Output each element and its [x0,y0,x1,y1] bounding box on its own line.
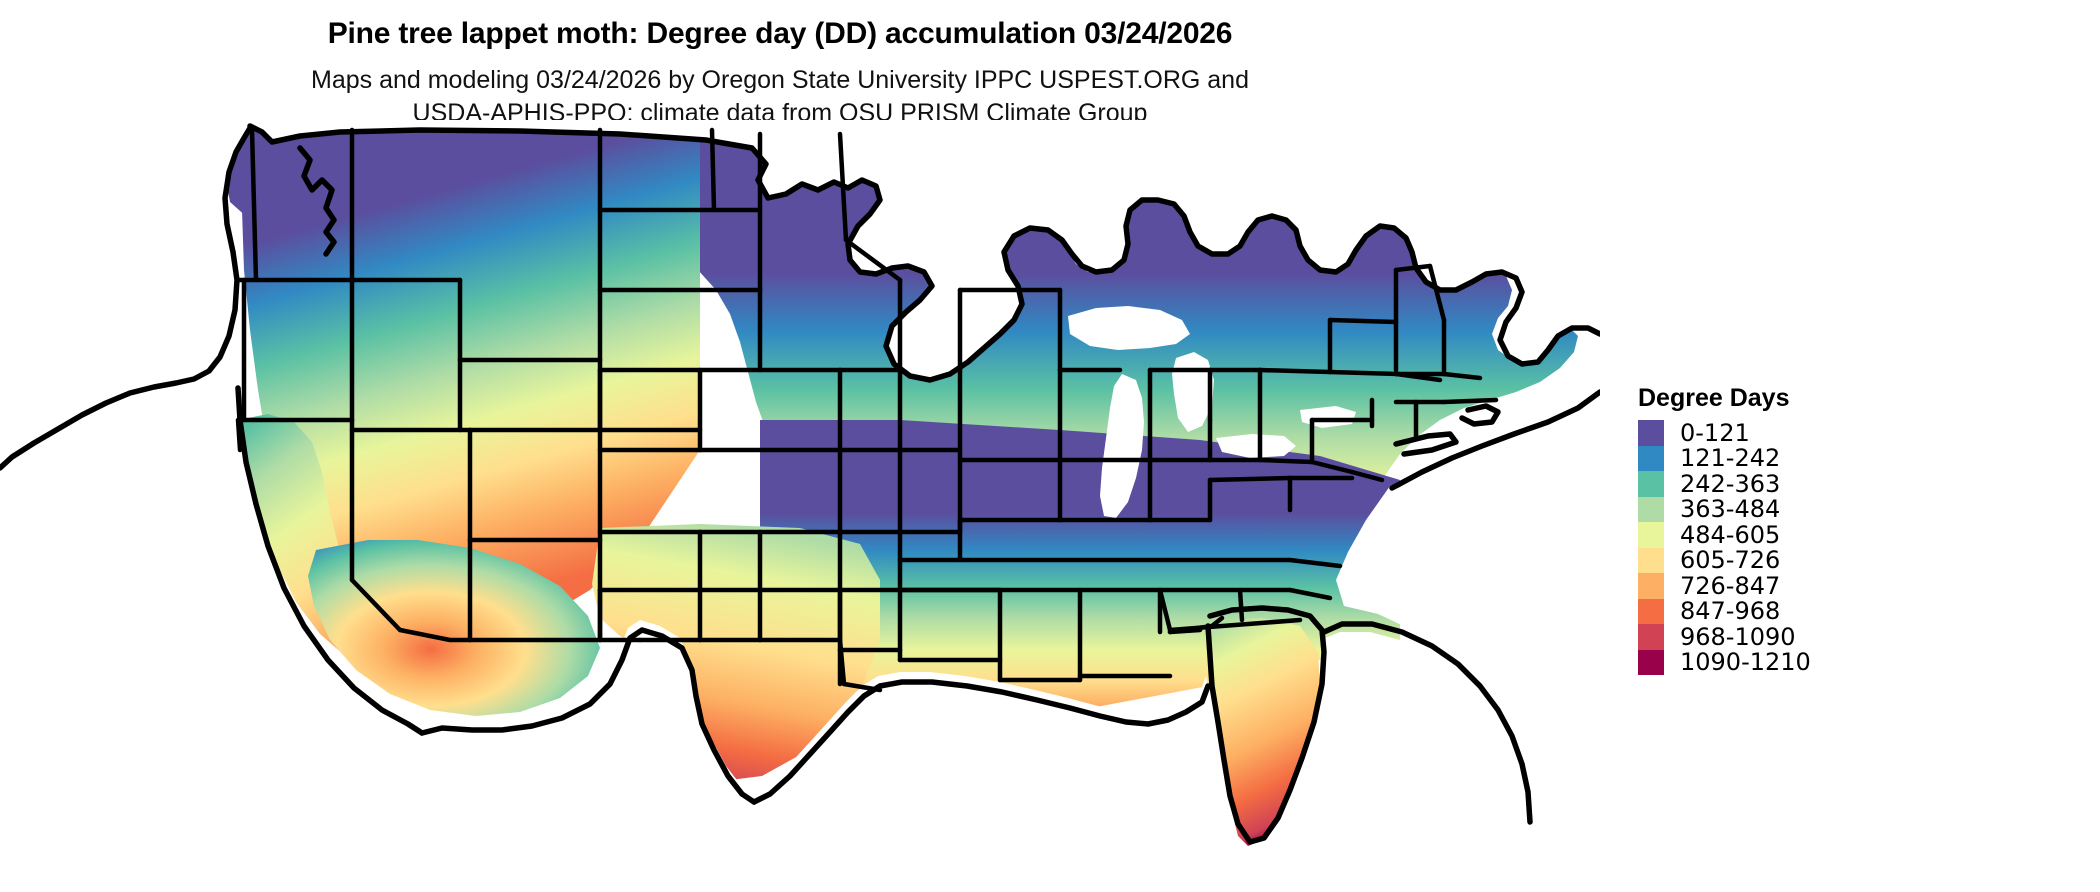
outside-mask [0,120,1600,892]
legend-swatch [1638,496,1664,522]
legend-rows: 0-121 121-242 242-363 363-484 484-605 605-726… [1638,420,1811,675]
legend-label: 726-847 [1680,571,1781,600]
legend-item: 1090-1210 [1638,648,1811,677]
legend-label: 605-726 [1680,546,1781,575]
legend-swatch [1638,420,1664,446]
legend-swatch [1638,547,1664,573]
legend-label: 484-605 [1680,520,1781,549]
region-florida [1206,618,1320,846]
legend-item: 242-363 [1638,471,1811,497]
legend-label: 1090-1210 [1680,648,1811,677]
legend-item: 847-968 [1638,597,1811,626]
legend-item: 363-484 [1638,495,1811,524]
lake-erie [1216,434,1296,458]
state-boundaries [235,127,1499,693]
legend-title: Degree Days [1638,384,1790,412]
legend-label: 847-968 [1680,597,1781,626]
legend-label: 121-242 [1680,444,1781,473]
subtitle-line-1: Maps and modeling 03/24/2026 by Oregon S… [311,66,1249,94]
legend-label: 242-363 [1680,469,1781,498]
legend-item: 968-1090 [1638,624,1811,650]
lake-michigan [1100,374,1144,518]
legend-label: 363-484 [1680,495,1781,524]
legend-swatch [1638,573,1664,599]
region-southwest-hot [308,540,600,716]
page-title: Pine tree lappet moth: Degree day (DD) a… [327,17,1233,50]
legend-item: 0-121 [1638,420,1811,446]
legend-swatch [1638,624,1664,650]
us-degree-day-map [0,120,1600,892]
legend-swatch [1638,522,1664,548]
legend-item: 121-242 [1638,444,1811,473]
legend-swatch [1638,445,1664,471]
legend-swatch [1638,471,1664,497]
region-west [242,126,700,640]
region-california [238,414,420,680]
legend-item: 605-726 [1638,546,1811,575]
legend-swatch [1638,649,1664,675]
legend-swatch [1638,598,1664,624]
lake-superior [1068,306,1190,350]
legend-label: 0-121 [1680,418,1750,447]
map-canvas [0,120,1600,892]
legend-label: 968-1090 [1680,622,1796,651]
map-subtitle: Maps and modeling 03/24/2026 by Oregon S… [280,64,1280,130]
legend-item: 726-847 [1638,573,1811,599]
header: Pine tree lappet moth: Degree day (DD) a… [0,0,1560,130]
legend: Degree Days 0-121 121-242 242-363 363-484 48… [1638,386,1811,675]
legend-item: 484-605 [1638,522,1811,548]
